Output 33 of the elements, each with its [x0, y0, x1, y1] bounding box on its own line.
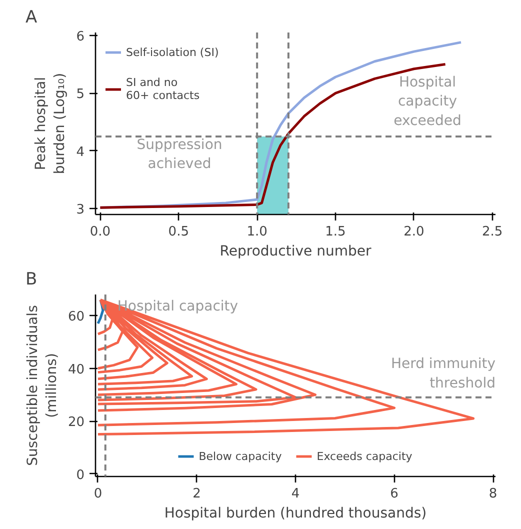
- y-tick-label: 6: [76, 29, 85, 44]
- x-tick-label: 0.0: [90, 224, 111, 240]
- y-tick-label: 40: [68, 362, 85, 378]
- x-tick-label: 4: [291, 486, 300, 502]
- x-tick-label: 2.5: [482, 224, 503, 240]
- y-tick-label: 0: [76, 468, 85, 483]
- y-tick-label: 60: [68, 310, 85, 325]
- ref-line-label: Herd immunity threshold: [390, 356, 496, 392]
- x-tick-label: 1.5: [325, 224, 346, 240]
- annotation: Suppression achieved: [136, 136, 222, 172]
- legend-label: Self-isolation (SI): [126, 46, 219, 58]
- x-axis-title: Reproductive number: [220, 244, 372, 260]
- y-tick-label: 4: [76, 144, 85, 160]
- y-tick-label: 3: [76, 202, 85, 218]
- y-tick-label: 5: [76, 87, 85, 102]
- x-tick-label: 2: [192, 486, 201, 502]
- y-tick-label: 20: [68, 415, 85, 430]
- annotation: Hospital capacity exceeded: [394, 74, 462, 129]
- x-tick-label: 0: [94, 486, 102, 502]
- x-axis-title: Hospital burden (hundred thousands): [164, 506, 427, 522]
- legend-label: Below capacity: [198, 450, 282, 462]
- legend-label: SI and no 60+ contacts: [126, 76, 200, 102]
- x-tick-label: 2.0: [404, 224, 424, 240]
- chart-title: A: [26, 8, 38, 28]
- x-tick-label: 1.0: [246, 224, 268, 240]
- x-tick-label: 8: [488, 486, 498, 502]
- chart-title: B: [26, 270, 38, 290]
- legend-label: Exceeds capacity: [316, 450, 412, 462]
- y-axis-title: Susceptible individuals (millions): [24, 305, 60, 466]
- ref-line-label: Hospital capacity: [117, 298, 238, 314]
- y-axis-title: Peak hospital burden (Log₁₀): [33, 72, 68, 174]
- x-tick-label: 6: [390, 486, 398, 502]
- x-tick-label: 0.5: [168, 224, 189, 240]
